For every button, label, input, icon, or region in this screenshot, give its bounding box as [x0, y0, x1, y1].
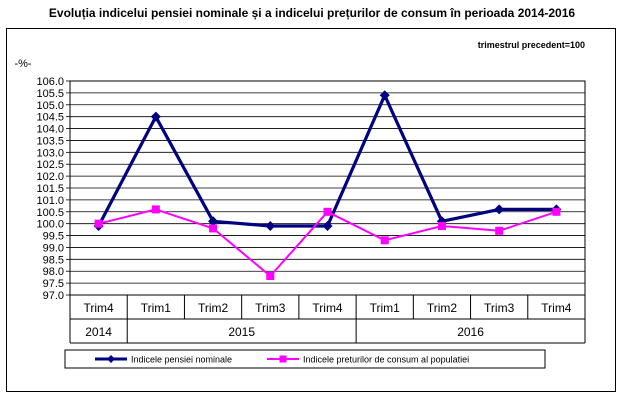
y-axis-label: -%- [14, 58, 31, 70]
y-tick-label: 100.5 [36, 207, 64, 219]
x-tick-label: Trim2 [427, 301, 458, 315]
y-tick-label: 105.0 [36, 100, 64, 112]
y-tick-label: 99.5 [43, 231, 64, 243]
y-tick-label: 97.5 [43, 278, 64, 290]
data-point [379, 90, 390, 101]
y-tick-label: 103.0 [36, 147, 64, 159]
y-tick-label: 104.0 [36, 124, 64, 136]
data-point [208, 216, 219, 227]
legend: Indicele pensiei nominale Indicele pretur… [64, 349, 546, 369]
chart-title: Evoluția indicelui pensiei nominale și a… [48, 6, 576, 20]
category-table: Trim4 Trim1 Trim2 Trim3 Trim4 Trim1 Trim2 Trim3… [69, 295, 586, 344]
data-point [495, 226, 504, 235]
year-label: 2015 [228, 325, 255, 339]
x-tick-label: Trim4 [541, 301, 572, 315]
x-tick-label: Trim2 [198, 301, 229, 315]
y-tick-label: 98.5 [43, 254, 64, 266]
y-tick-label: 102.5 [36, 159, 64, 171]
data-point [94, 219, 103, 228]
data-point [150, 111, 161, 122]
chart-note: trimestrul precedent=100 [478, 40, 585, 50]
series-group [93, 90, 562, 280]
y-tick-label: 97.0 [43, 290, 64, 302]
y-tick-label: 102.0 [36, 171, 64, 183]
data-point [209, 224, 218, 233]
legend-marker [279, 355, 287, 363]
legend-marker [107, 355, 115, 363]
data-point [266, 271, 275, 280]
chart-frame: trimestrul precedent=100 -%- 106.0 105.5 1… [6, 28, 616, 392]
y-tick-label: 105.5 [36, 88, 64, 100]
legend-label: Indicele preturilor de consum al populat… [303, 355, 469, 365]
y-tick-label: 100.0 [36, 219, 64, 231]
data-point [265, 221, 276, 232]
y-tick-label: 101.0 [36, 195, 64, 207]
x-tick-label: Trim4 [84, 301, 115, 315]
y-tick-label: 104.5 [36, 112, 64, 124]
year-label: 2014 [85, 325, 112, 339]
data-point [437, 222, 446, 231]
y-axis-ticks: 106.0105.5105.0104.5104.0103.5103.0102.5… [36, 76, 70, 302]
x-tick-label: Trim4 [312, 301, 343, 315]
data-point [380, 236, 389, 245]
data-point [322, 221, 333, 232]
gridlines [69, 80, 586, 296]
data-point [552, 207, 561, 216]
x-tick-label: Trim3 [484, 301, 515, 315]
y-tick-label: 98.0 [43, 266, 64, 278]
y-tick-label: 106.0 [36, 76, 64, 88]
data-point [494, 204, 505, 215]
y-tick-label: 101.5 [36, 183, 64, 195]
legend-box [64, 349, 546, 369]
y-tick-label: 99.0 [43, 242, 64, 254]
data-point [323, 207, 332, 216]
line-chart: trimestrul precedent=100 -%- 106.0105.51… [14, 40, 586, 369]
year-label: 2016 [457, 325, 484, 339]
x-tick-label: Trim1 [141, 301, 172, 315]
x-tick-label: Trim1 [370, 301, 401, 315]
x-tick-label: Trim3 [255, 301, 286, 315]
data-point [151, 205, 160, 214]
y-tick-label: 103.5 [36, 135, 64, 147]
legend-label: Indicele pensiei nominale [131, 355, 232, 365]
